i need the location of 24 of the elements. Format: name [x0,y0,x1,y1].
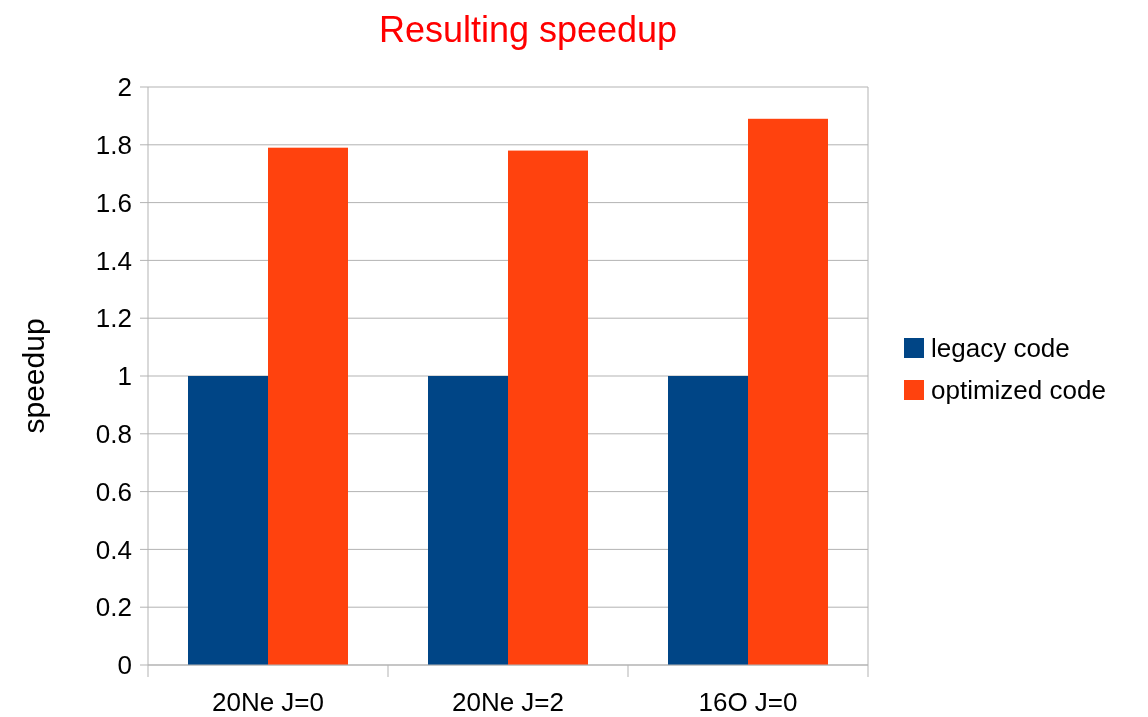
y-tick-label: 0.6 [95,476,132,507]
bar [748,118,828,665]
bar [668,376,748,665]
y-tick-label: 1.4 [95,245,132,276]
bar [508,150,588,665]
y-tick-label: 0.8 [95,418,132,449]
bar [188,376,268,665]
y-tick-label: 1 [117,361,132,392]
y-tick-label: 0 [117,650,132,681]
legend-label: optimized code [931,375,1106,406]
chart-title: Resulting speedup [378,9,678,50]
y-tick-label: 2 [117,72,132,103]
y-tick-label: 1.8 [95,129,132,160]
x-tick-label: 20Ne J=2 [451,687,565,717]
y-tick-label: 1.2 [95,303,132,334]
legend-label: legacy code [931,333,1070,364]
bar [268,147,348,665]
y-axis-title: speedup [17,318,50,434]
y-tick-label: 1.6 [95,187,132,218]
y-tick-label: 0.4 [95,534,132,565]
bar [428,376,508,665]
x-tick-label: 20Ne J=0 [211,687,325,717]
y-tick-label: 0.2 [95,592,132,623]
x-tick-label: 16O J=0 [698,687,798,717]
